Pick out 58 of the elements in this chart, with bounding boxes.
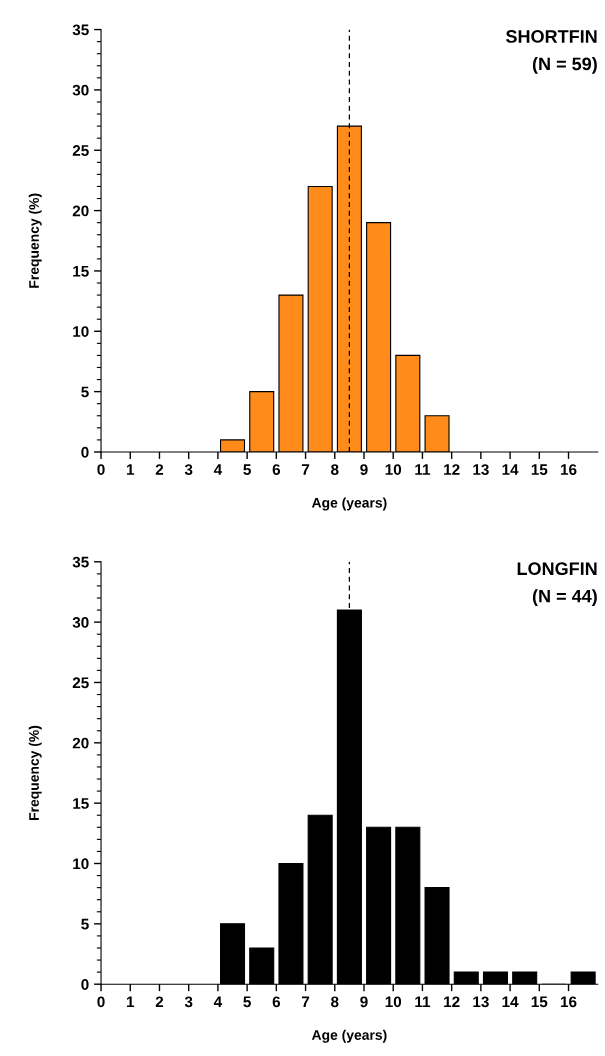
x-tick-label: 7	[301, 996, 310, 1008]
y-tick-label: 25	[72, 145, 89, 156]
y-axis-title: Frequency (%)	[28, 193, 42, 288]
y-tick-label: 0	[81, 446, 89, 458]
x-tick-label: 9	[360, 996, 368, 1008]
x-tick-label: 7	[301, 464, 310, 475]
x-tick-label: 2	[155, 464, 164, 475]
x-tick-label: 14	[502, 464, 519, 475]
x-tick-label: 13	[473, 464, 489, 476]
x-axis-title: Age (years)	[311, 497, 387, 511]
x-tick-label: 4	[213, 996, 223, 1008]
y-tick-label: 30	[72, 617, 89, 628]
y-tick-label: 35	[72, 556, 89, 568]
x-tick-label: 10	[385, 464, 402, 475]
x-tick-label: 9	[360, 464, 368, 475]
x-tick-label: 0	[97, 464, 105, 475]
x-tick-label: 15	[531, 996, 548, 1008]
y-tick-label: 20	[72, 737, 89, 749]
x-tick-label: 10	[385, 996, 402, 1008]
x-tick-label: 2	[155, 996, 164, 1008]
y-tick-label: 0	[81, 979, 89, 990]
x-tick-label: 8	[331, 464, 339, 475]
x-tick-label: 4	[213, 464, 223, 475]
chart-title: LONGFIN	[517, 562, 597, 576]
y-tick-label: 15	[73, 798, 89, 809]
x-tick-label: 13	[473, 996, 489, 1008]
x-tick-label: 15	[531, 464, 548, 475]
x-tick-label: 0	[97, 996, 105, 1008]
x-tick-label: 1	[126, 996, 135, 1008]
text: (N = 44)	[532, 589, 597, 607]
y-tick-label: 20	[72, 205, 89, 217]
x-tick-label: 11	[415, 464, 431, 475]
x-tick-label: 11	[415, 996, 431, 1008]
x-tick-label: 8	[331, 996, 339, 1008]
x-tick-label: 14	[502, 996, 519, 1008]
y-tick-label: 15	[73, 265, 89, 277]
x-tick-label: 12	[444, 464, 460, 475]
text: (N = 59)	[532, 57, 597, 74]
x-tick-label: 16	[560, 996, 577, 1008]
x-tick-label: 12	[444, 996, 460, 1008]
x-tick-label: 3	[184, 464, 193, 476]
x-axis-title: Age (years)	[311, 1029, 387, 1043]
x-tick-label: 3	[184, 996, 193, 1008]
x-tick-label: 1	[126, 464, 135, 475]
x-tick-label: 6	[272, 464, 281, 475]
x-tick-label: 6	[272, 996, 281, 1008]
y-tick-label: 5	[81, 386, 89, 398]
y-tick-label: 30	[72, 84, 89, 96]
y-tick-label: 25	[72, 677, 89, 689]
y-tick-label: 35	[72, 24, 89, 36]
y-tick-label: 5	[81, 918, 89, 930]
y-axis-title: Frequency (%)	[28, 725, 42, 820]
x-tick-label: 16	[560, 464, 577, 475]
y-tick-label: 10	[73, 326, 89, 337]
x-tick-label: 5	[243, 464, 251, 475]
y-tick-label: 10	[73, 858, 89, 870]
x-tick-label: 5	[243, 996, 251, 1008]
chart-title: SHORTFIN	[505, 30, 597, 43]
